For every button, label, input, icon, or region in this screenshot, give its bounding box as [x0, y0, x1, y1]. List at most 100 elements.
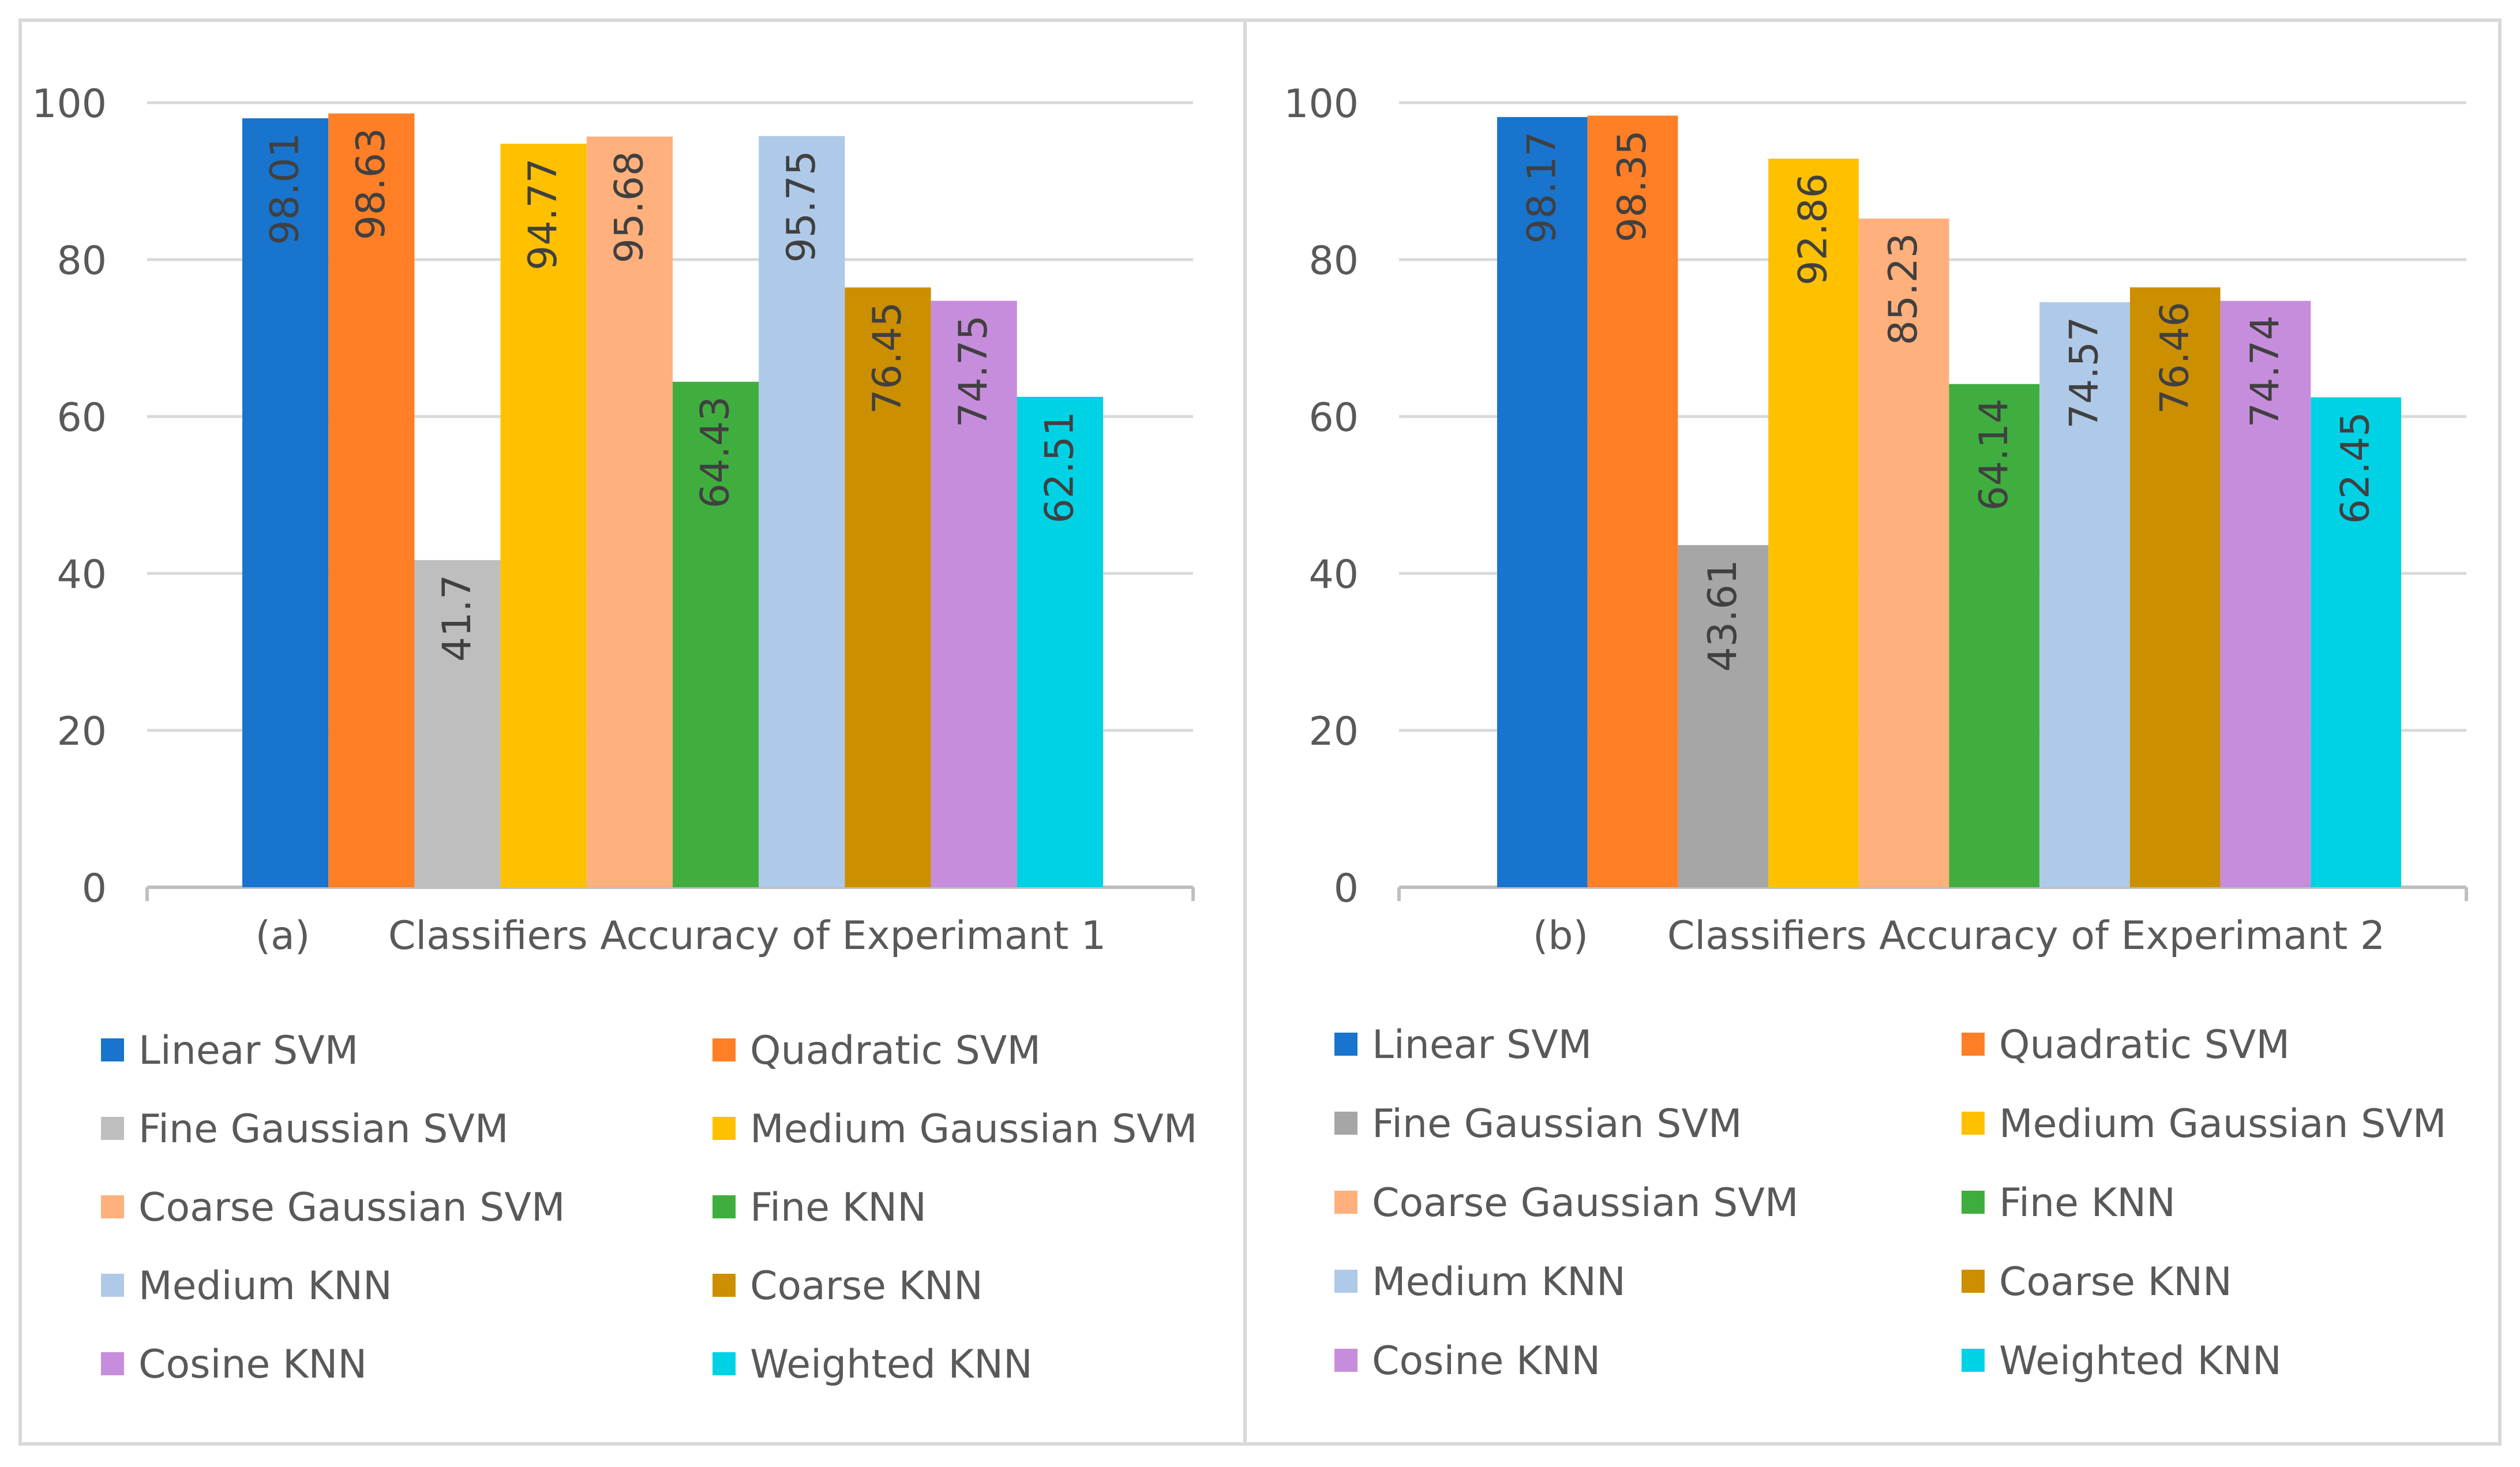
legend-swatch [1962, 1270, 1985, 1293]
bar-medium-knn [2039, 302, 2130, 887]
chart-title: Classifiers Accuracy of Experimant 2 [1667, 913, 2385, 959]
legend-swatch [1962, 1112, 1985, 1135]
bar-fine-gaussian-svm [414, 560, 501, 887]
bar-coarse-gaussian-svm [1858, 218, 1949, 887]
data-label: 98.17 [1519, 132, 1565, 244]
chart-panel-a: 0 20 40 60 80 100 98.01 98.63 41.7 94.77 95.68 64.4… [32, 81, 1197, 1387]
bar-medium-gaussian-svm [1768, 159, 1859, 887]
data-label: 62.45 [2333, 412, 2379, 524]
legend-label: Medium Gaussian SVM [1999, 1101, 2446, 1147]
legend-swatch [1962, 1191, 1985, 1214]
y-tick-label: 80 [1308, 238, 1359, 284]
y-tick-label: 20 [57, 709, 107, 755]
bar-cosine-knn [931, 301, 1017, 887]
legend-label: Quadratic SVM [1999, 1022, 2290, 1068]
bar-coarse-gaussian-svm [586, 136, 673, 888]
data-label: 85.23 [1881, 233, 1926, 346]
y-tick-label: 0 [1334, 866, 1359, 911]
bar-medium-knn [759, 136, 845, 887]
data-label: 95.75 [779, 151, 824, 263]
legend-swatch [1334, 1112, 1357, 1135]
legend-label: Medium KNN [138, 1263, 392, 1309]
legend-swatch [712, 1274, 736, 1297]
legend-label: Linear SVM [1372, 1022, 1592, 1068]
legend-label: Fine KNN [750, 1185, 927, 1230]
bar-fine-knn [1949, 384, 2040, 887]
data-label: 74.74 [2242, 316, 2288, 428]
legend-label: Medium KNN [1372, 1259, 1626, 1305]
legend-swatch [101, 1195, 124, 1218]
legend-swatch [1334, 1349, 1357, 1372]
legend-label: Fine Gaussian SVM [1372, 1101, 1742, 1147]
data-label: 64.14 [1971, 399, 2017, 511]
data-label: 94.77 [520, 158, 566, 271]
data-label: 92.86 [1790, 173, 1836, 286]
legend-swatch [712, 1195, 736, 1218]
data-label: 98.63 [348, 128, 394, 241]
bar-weighted-knn [2311, 397, 2401, 887]
panel-label: (b) [1533, 913, 1588, 959]
bar-cosine-knn [2220, 301, 2311, 887]
y-tick-label: 60 [1308, 395, 1359, 441]
legend-swatch [1962, 1033, 1985, 1056]
data-label: 76.45 [865, 302, 910, 414]
legend-label: Cosine KNN [1372, 1338, 1600, 1384]
legend-swatch [1334, 1270, 1357, 1293]
legend-swatch [101, 1038, 124, 1061]
legend-label: Coarse KNN [1999, 1259, 2232, 1305]
data-label: 62.51 [1037, 411, 1082, 524]
y-tick-label: 20 [1308, 709, 1359, 755]
legend-swatch [101, 1352, 124, 1375]
y-tick-label: 100 [32, 81, 107, 127]
data-label: 43.61 [1700, 560, 1746, 672]
data-label: 41.7 [434, 575, 480, 662]
bar-medium-gaussian-svm [500, 144, 587, 887]
legend-label: Medium Gaussian SVM [750, 1106, 1197, 1152]
chart-title: Classifiers Accuracy of Experimant 1 [388, 913, 1106, 959]
legend-label: Coarse Gaussian SVM [1372, 1180, 1799, 1226]
data-label: 74.57 [2062, 317, 2108, 429]
y-tick-label: 0 [82, 866, 107, 911]
legend: Linear SVM Quadratic SVM Fine Gaussian SVM… [101, 1028, 1197, 1387]
data-label: 74.75 [951, 315, 996, 427]
data-label: 95.68 [606, 151, 652, 264]
legend-swatch [1962, 1349, 1985, 1372]
y-tick-label: 40 [1308, 552, 1359, 598]
bar-fine-knn [673, 381, 759, 887]
y-tick-label: 80 [57, 238, 107, 284]
legend-swatch [712, 1352, 736, 1375]
data-label: 64.43 [693, 396, 738, 509]
bar-weighted-knn [1017, 396, 1103, 887]
legend: Linear SVM Quadratic SVM Fine Gaussian SVM… [1334, 1022, 2446, 1384]
y-tick-label: 100 [1284, 81, 1359, 127]
legend-label: Coarse Gaussian SVM [138, 1185, 565, 1230]
bar-fine-gaussian-svm [1678, 545, 1769, 887]
legend-label: Weighted KNN [750, 1342, 1033, 1387]
panel-label: (a) [256, 913, 310, 959]
legend-swatch [101, 1117, 124, 1140]
legend-label: Linear SVM [138, 1028, 358, 1074]
bar-quadratic-svm [1587, 115, 1678, 888]
legend-swatch [1334, 1033, 1357, 1056]
data-label: 98.35 [1610, 130, 1655, 242]
data-label: 76.46 [2152, 302, 2198, 414]
legend-label: Quadratic SVM [750, 1028, 1041, 1074]
legend-label: Coarse KNN [750, 1263, 983, 1309]
legend-swatch [712, 1117, 736, 1140]
y-tick-label: 40 [57, 552, 107, 598]
bar-coarse-knn [845, 287, 931, 887]
y-tick-label: 60 [57, 395, 107, 441]
bar-linear-svm [242, 118, 329, 888]
bar-coarse-knn [2129, 287, 2221, 887]
bar-linear-svm [1497, 117, 1588, 888]
figure-border [18, 18, 2502, 1446]
legend-swatch [712, 1038, 736, 1061]
legend-swatch [101, 1274, 124, 1297]
legend-label: Fine Gaussian SVM [138, 1106, 509, 1152]
legend-swatch [1334, 1191, 1357, 1214]
legend-label: Weighted KNN [1999, 1338, 2282, 1384]
data-label: 98.01 [262, 133, 308, 245]
chart-panel-b: 0 20 40 60 80 100 98.17 98.35 43.61 92.86 85.23 64.… [1284, 81, 2468, 1384]
